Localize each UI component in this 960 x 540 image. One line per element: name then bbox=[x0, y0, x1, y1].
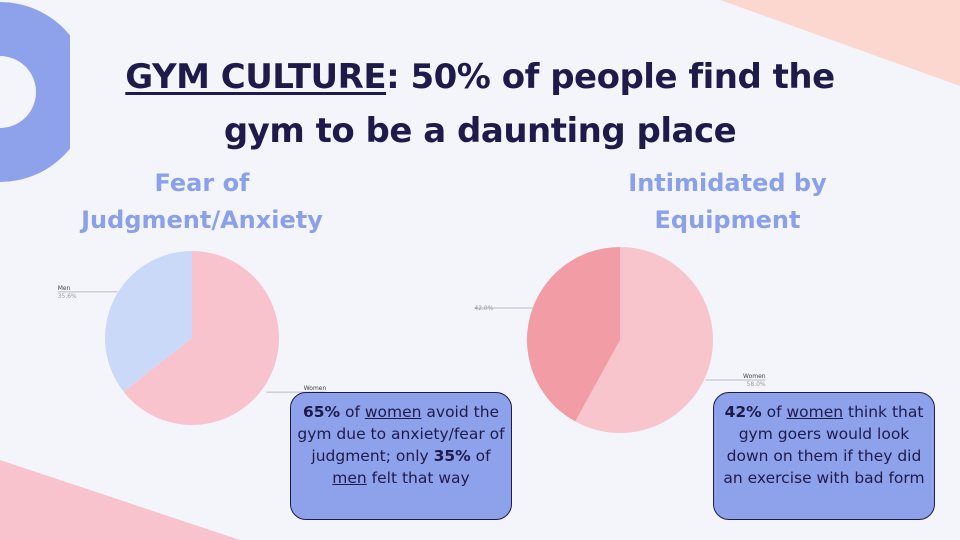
pie-slice-men bbox=[105, 251, 192, 392]
heading-line: Intimidated by bbox=[628, 169, 827, 197]
right-section-heading: Intimidated by Equipment bbox=[590, 165, 865, 239]
pie-slice-women bbox=[575, 247, 713, 433]
heading-line: Equipment bbox=[654, 206, 801, 234]
callout-text: of bbox=[340, 403, 365, 421]
callout-underlined-men: men bbox=[332, 469, 367, 487]
callout-intimidated-by-equipment: 42% of women think that gym goers would … bbox=[713, 392, 935, 520]
callout-text: of bbox=[761, 403, 787, 421]
callout-text: avoid the gym due to anxiety/fear of jud… bbox=[297, 403, 505, 465]
pie-slice-label: Women bbox=[304, 385, 327, 392]
title-text: : 50% of people find the bbox=[386, 57, 835, 97]
callout-fear-of-judgment: 65% of women avoid the gym due to anxiet… bbox=[290, 392, 512, 520]
pie-slice-unlabeled bbox=[526, 247, 620, 422]
decorative-corner-shape bbox=[0, 460, 240, 540]
heading-line: Judgment/Anxiety bbox=[81, 206, 323, 234]
left-section-heading: Fear of Judgment/Anxiety bbox=[60, 165, 344, 239]
decorative-corner-shape bbox=[720, 0, 960, 86]
heading-line: Fear of bbox=[154, 169, 250, 197]
slide-title: GYM CULTURE: 50% of people find the gym … bbox=[120, 50, 840, 158]
callout-underlined-women: women bbox=[364, 403, 422, 421]
decorative-ring-shape bbox=[0, 2, 70, 182]
pie-slice-label: Women bbox=[743, 373, 766, 380]
callout-text: of bbox=[470, 447, 491, 465]
callout-underlined-women: women bbox=[786, 403, 844, 421]
title-underlined-text: GYM CULTURE bbox=[125, 57, 387, 97]
pie-slice-value-label: 42.0% bbox=[474, 305, 493, 312]
title-text-line2: gym to be a daunting place bbox=[223, 111, 737, 151]
callout-text: think that gym goers would look down on … bbox=[723, 403, 925, 487]
pie-slice-value-label: 58.0% bbox=[747, 381, 766, 388]
pie-slice-women bbox=[123, 251, 280, 425]
pie-slice-label: Men bbox=[58, 285, 71, 292]
stat-men: 35% bbox=[433, 447, 471, 465]
callout-text: felt that way bbox=[366, 469, 470, 487]
stat-women: 65% bbox=[302, 403, 341, 421]
pie-slice-value-label: 35.6% bbox=[58, 293, 77, 300]
stat-women: 42% bbox=[724, 403, 762, 421]
